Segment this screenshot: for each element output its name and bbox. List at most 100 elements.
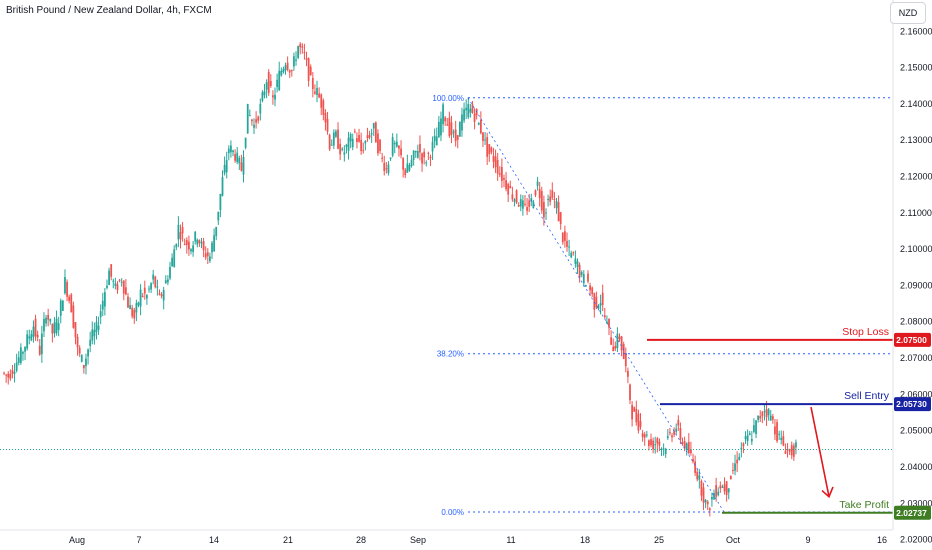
candle-body	[612, 346, 615, 352]
candle-body	[702, 487, 705, 503]
candle-body	[232, 150, 234, 153]
candle-body	[32, 326, 35, 337]
candle-body	[740, 447, 743, 450]
candle-body	[169, 266, 171, 279]
annotation-layer: 100.00% 38.20% 0.00% Stop Loss Sell Entry Tak…	[0, 94, 893, 517]
candle-body	[624, 353, 627, 367]
candle-body	[597, 305, 600, 309]
candle-body	[257, 116, 260, 121]
candle-body	[662, 448, 665, 450]
candle-body	[173, 249, 176, 268]
candle-body	[272, 95, 274, 98]
candle-body	[303, 52, 306, 54]
candle-body	[620, 336, 623, 351]
currency-button[interactable]: NZD	[890, 2, 926, 24]
candle-body	[440, 118, 442, 136]
candle-body	[406, 163, 409, 173]
candle-body	[225, 160, 228, 173]
candle-body	[240, 162, 243, 171]
fib-trend-line	[467, 97, 725, 513]
level-price-tag	[894, 397, 931, 412]
candle-body	[47, 314, 50, 320]
candle-body	[452, 131, 455, 133]
candle-body	[700, 480, 703, 496]
candle-body	[509, 186, 512, 189]
candle-body	[503, 177, 505, 180]
candle-body	[782, 436, 785, 446]
candle-body	[221, 177, 224, 196]
candle-body	[305, 58, 308, 60]
candle-body	[542, 202, 545, 218]
candle-body	[156, 286, 159, 288]
candle-body	[141, 295, 144, 297]
x-tick-label: Sep	[410, 535, 426, 545]
candle-body	[729, 475, 732, 480]
candle-body	[175, 244, 178, 248]
candle-body	[755, 420, 757, 435]
candle-body	[34, 318, 37, 337]
fib-level-label: 100.00%	[432, 94, 464, 103]
candle-body	[704, 500, 707, 503]
candle-body	[181, 227, 184, 234]
candle-body	[561, 232, 564, 243]
candle-body	[68, 296, 71, 301]
candle-body	[49, 318, 52, 322]
candle-body	[744, 436, 747, 440]
candle-body	[255, 119, 258, 123]
candle-body	[251, 119, 253, 122]
candle-body	[345, 144, 348, 147]
candle-body	[278, 70, 281, 91]
candle-body	[519, 199, 522, 207]
candle-body	[645, 434, 648, 436]
candle-body	[82, 365, 85, 369]
candle-body	[734, 463, 736, 471]
candle-body	[55, 318, 58, 334]
level-price-label: 2.05730	[896, 399, 927, 409]
candle-body	[540, 191, 543, 211]
candle-body	[328, 134, 331, 150]
candle-body	[618, 336, 621, 340]
candle-body	[196, 239, 199, 245]
candle-body	[171, 257, 173, 267]
y-tick-label: 2.09000	[900, 280, 932, 290]
candle-body	[748, 433, 751, 436]
y-tick-label: 2.15000	[900, 63, 932, 73]
chart-title: British Pound / New Zealand Dollar, 4h, …	[6, 5, 212, 16]
candle-body	[416, 151, 419, 158]
candle-body	[580, 272, 583, 275]
candle-body	[555, 201, 558, 208]
x-tick-label: 18	[580, 535, 590, 545]
y-tick-label: 2.07000	[900, 353, 932, 363]
candle-body	[534, 190, 537, 196]
y-tick-label: 2.10000	[900, 244, 932, 254]
candle-body	[129, 305, 131, 310]
candle-body	[353, 131, 356, 133]
candle-body	[538, 189, 541, 199]
candle-body	[288, 70, 291, 73]
candle-body	[150, 283, 152, 290]
candle-body	[708, 508, 711, 511]
candle-body	[572, 252, 575, 254]
candle-body	[753, 425, 755, 432]
candle-body	[736, 459, 739, 464]
candle-body	[681, 442, 684, 444]
candle-body	[435, 136, 438, 146]
candle-body	[11, 370, 14, 374]
x-tick-label: 25	[654, 535, 664, 545]
candle-body	[774, 426, 776, 435]
candle-body	[664, 448, 667, 455]
candle-body	[696, 471, 699, 480]
candle-body	[450, 122, 453, 135]
candle-body	[570, 253, 573, 258]
candle-body	[761, 412, 764, 417]
candle-body	[114, 283, 117, 286]
candle-body	[574, 258, 577, 264]
candle-body	[526, 207, 528, 211]
candle-body	[70, 294, 73, 313]
candle-body	[610, 337, 613, 345]
candle-body	[124, 287, 127, 295]
y-tick-label: 2.05000	[900, 426, 932, 436]
candle-body	[374, 122, 377, 143]
projection-arrow	[810, 406, 830, 497]
